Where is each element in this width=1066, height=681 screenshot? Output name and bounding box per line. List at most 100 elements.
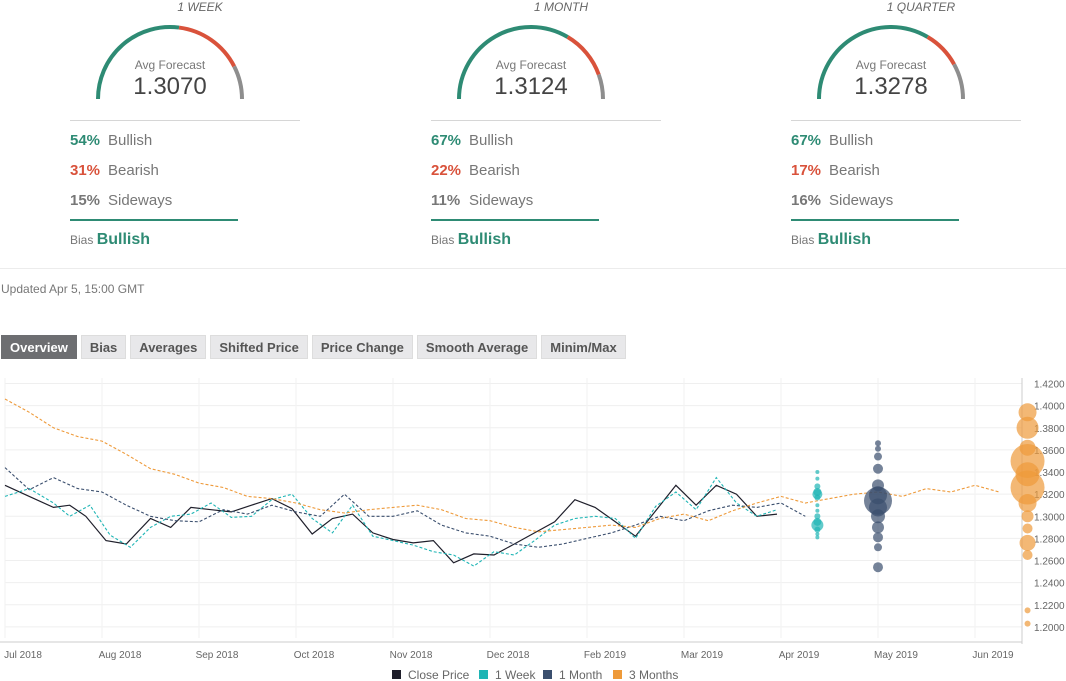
bearish-stat: 22% Bearish [431,162,520,179]
forecast-bubble [873,532,883,543]
bullish-pct: 54% [70,132,101,149]
forecast-bubble [874,452,882,461]
gauge-sideways-arc [232,65,244,100]
x-tick-label: Sep 2018 [196,650,239,661]
bias-row: Bias Bullish [431,231,511,249]
sideways-label: Sideways [469,192,534,209]
sideways-stat: 11% Sideways [431,192,533,209]
y-tick-label: 1.4000 [1034,402,1065,413]
avg-forecast-label: Avg Forecast [855,58,927,72]
gauge-sideways-arc [952,63,965,100]
y-tick-label: 1.3200 [1034,490,1065,501]
x-tick-label: Nov 2018 [390,650,433,661]
tab-averages[interactable]: Averages [130,335,207,359]
bearish-pct: 17% [791,162,822,179]
y-tick-label: 1.2600 [1034,557,1065,568]
legend: Close Price 1 Week 1 Month 3 Months [392,668,678,681]
sideways-stat: 16% Sideways [791,192,893,209]
legend-swatch [613,670,622,679]
bearish-pct: 31% [70,162,101,179]
forecast-bubble [873,463,883,474]
period-title: 1 MONTH [534,0,588,14]
bullish-label: Bullish [108,132,153,149]
forecast-bubble [815,532,820,536]
bias-label: Bias [70,233,94,247]
forecast-bubble [1019,534,1036,551]
y-tick-label: 1.2400 [1034,579,1065,590]
forecast-bubble [814,526,821,533]
bias-value: Bullish [96,231,151,248]
gauge-bearish-arc [566,35,601,76]
forecast-bubble [815,535,820,540]
bearish-pct: 22% [431,162,462,179]
legend-item: 1 Week [495,668,536,681]
bullish-label: Bullish [469,132,514,149]
avg-forecast-value: 1.3278 [854,73,928,100]
forecast-bubble [873,562,883,573]
gauge-bearish-arc [178,25,236,68]
forecast-bubble [1024,607,1031,614]
gauge-bullish-arc [457,25,569,100]
x-tick-label: Oct 2018 [294,650,335,661]
gauge-bullish-arc [96,25,180,100]
x-tick-label: May 2019 [874,650,918,661]
forecast-bubble [815,508,820,513]
forecast-bubble [811,519,824,532]
legend-swatch [392,670,401,679]
x-tick-label: Feb 2019 [584,650,627,661]
x-tick-label: Dec 2018 [487,650,530,661]
bearish-stat: 31% Bearish [70,162,159,179]
series-1-week [4,476,778,567]
forecast-bubble [1024,620,1031,627]
tab-shifted-price[interactable]: Shifted Price [210,335,308,359]
forecast-gauge [457,25,605,100]
bearish-label: Bearish [469,162,520,179]
bias-row: Bias Bullish [70,231,150,249]
sideways-stat: 15% Sideways [70,192,172,209]
tab-price-change[interactable]: Price Change [311,335,413,359]
gauge-bearish-arc [926,35,956,66]
bias-underline [791,219,959,221]
avg-forecast-value: 1.3070 [133,73,207,100]
avg-forecast-label: Avg Forecast [134,58,206,72]
section-divider [0,268,1066,269]
series-3-months [4,398,1000,533]
forecast-bubble [814,513,821,520]
forecast-gauge [96,25,244,100]
forecast-bubble [872,521,884,534]
series-close-price [4,484,778,564]
grid [4,378,1022,638]
forecast-bubble [1022,523,1033,534]
chart-tabs: Overview Bias Averages Shifted Price Pri… [1,335,626,359]
forecast-bubble [1016,416,1039,439]
tab-minim-max[interactable]: Minim/Max [541,335,626,359]
forecast-bubble [814,483,821,490]
bias-label: Bias [431,233,455,247]
x-tick-label: Mar 2019 [681,650,724,661]
forecast-bubble [875,445,881,452]
tab-overview[interactable]: Overview [1,335,77,359]
series-1-month [4,467,806,548]
bearish-label: Bearish [108,162,159,179]
forecast-bubble [815,476,820,481]
y-tick-label: 1.4200 [1034,380,1065,391]
bias-row: Bias Bullish [791,231,871,249]
x-tick-label: Jul 2018 [4,650,42,661]
tab-bias[interactable]: Bias [80,335,127,359]
forecast-bubble [1021,510,1034,523]
sideways-label: Sideways [829,192,894,209]
bias-value: Bullish [457,231,512,248]
avg-forecast-label: Avg Forecast [495,58,567,72]
forecast-bubble [814,494,821,501]
x-tick-label: Aug 2018 [99,650,142,661]
forecast-bubble [875,440,881,447]
bearish-stat: 17% Bearish [791,162,880,179]
tab-smooth-average[interactable]: Smooth Average [416,335,538,359]
x-tick-label: Jun 2019 [972,650,1014,661]
bubbles-1-month [864,440,892,573]
legend-item: Close Price [408,668,470,681]
bullish-pct: 67% [431,132,462,149]
bearish-label: Bearish [829,162,880,179]
period-title: 1 WEEK [177,0,223,14]
y-tick-label: 1.3800 [1034,424,1065,435]
